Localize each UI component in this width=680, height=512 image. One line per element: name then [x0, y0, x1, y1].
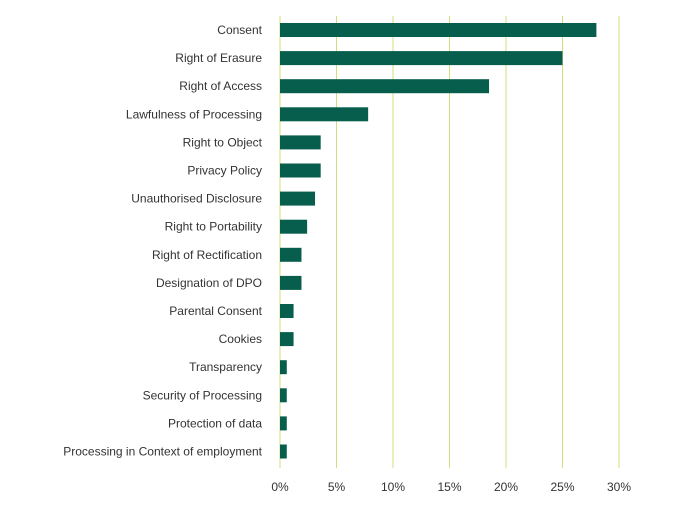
bar — [280, 219, 308, 234]
bar — [280, 304, 294, 318]
bar — [280, 416, 287, 431]
bar — [280, 332, 294, 347]
category-label: Processing in Context of employment — [63, 445, 262, 459]
bar — [280, 107, 369, 122]
category-label: Right to Object — [183, 135, 263, 149]
category-label: Parental Consent — [169, 304, 262, 318]
bar — [280, 51, 563, 66]
category-label: Right to Portability — [165, 220, 262, 234]
x-tick-label: 0% — [271, 480, 289, 494]
x-tick-label: 15% — [437, 480, 461, 494]
bar — [280, 444, 287, 459]
x-tick-label: 20% — [494, 480, 518, 494]
category-label: Lawfulness of Processing — [126, 107, 262, 121]
category-label: Right of Erasure — [175, 51, 262, 65]
x-tick-label: 10% — [381, 480, 405, 494]
category-label: Transparency — [189, 360, 262, 374]
x-axis-tick-labels: 0% 5% 10% 15% 20% 25% 30% — [271, 480, 631, 494]
category-label: Protection of data — [168, 416, 262, 430]
bars — [280, 23, 597, 459]
category-labels: Consent Right of Erasure Right of Access La… — [63, 23, 262, 459]
category-label: Right of Access — [179, 79, 262, 93]
category-label: Right of Rectification — [152, 248, 262, 262]
bar — [280, 388, 287, 403]
category-label: Privacy Policy — [187, 164, 262, 178]
category-label: Consent — [217, 23, 262, 37]
category-label: Designation of DPO — [156, 276, 262, 290]
bar — [280, 191, 316, 206]
bar — [280, 23, 597, 37]
bar — [280, 360, 287, 375]
bar — [280, 163, 321, 178]
category-label: Unauthorised Disclosure — [131, 192, 262, 206]
x-tick-label: 30% — [607, 480, 631, 494]
bar — [280, 275, 302, 290]
bar — [280, 135, 321, 150]
x-tick-label: 25% — [550, 480, 574, 494]
bar — [280, 79, 490, 94]
category-label: Security of Processing — [143, 388, 262, 402]
x-tick-label: 5% — [328, 480, 346, 494]
category-label: Cookies — [219, 332, 262, 346]
bar — [280, 247, 302, 262]
